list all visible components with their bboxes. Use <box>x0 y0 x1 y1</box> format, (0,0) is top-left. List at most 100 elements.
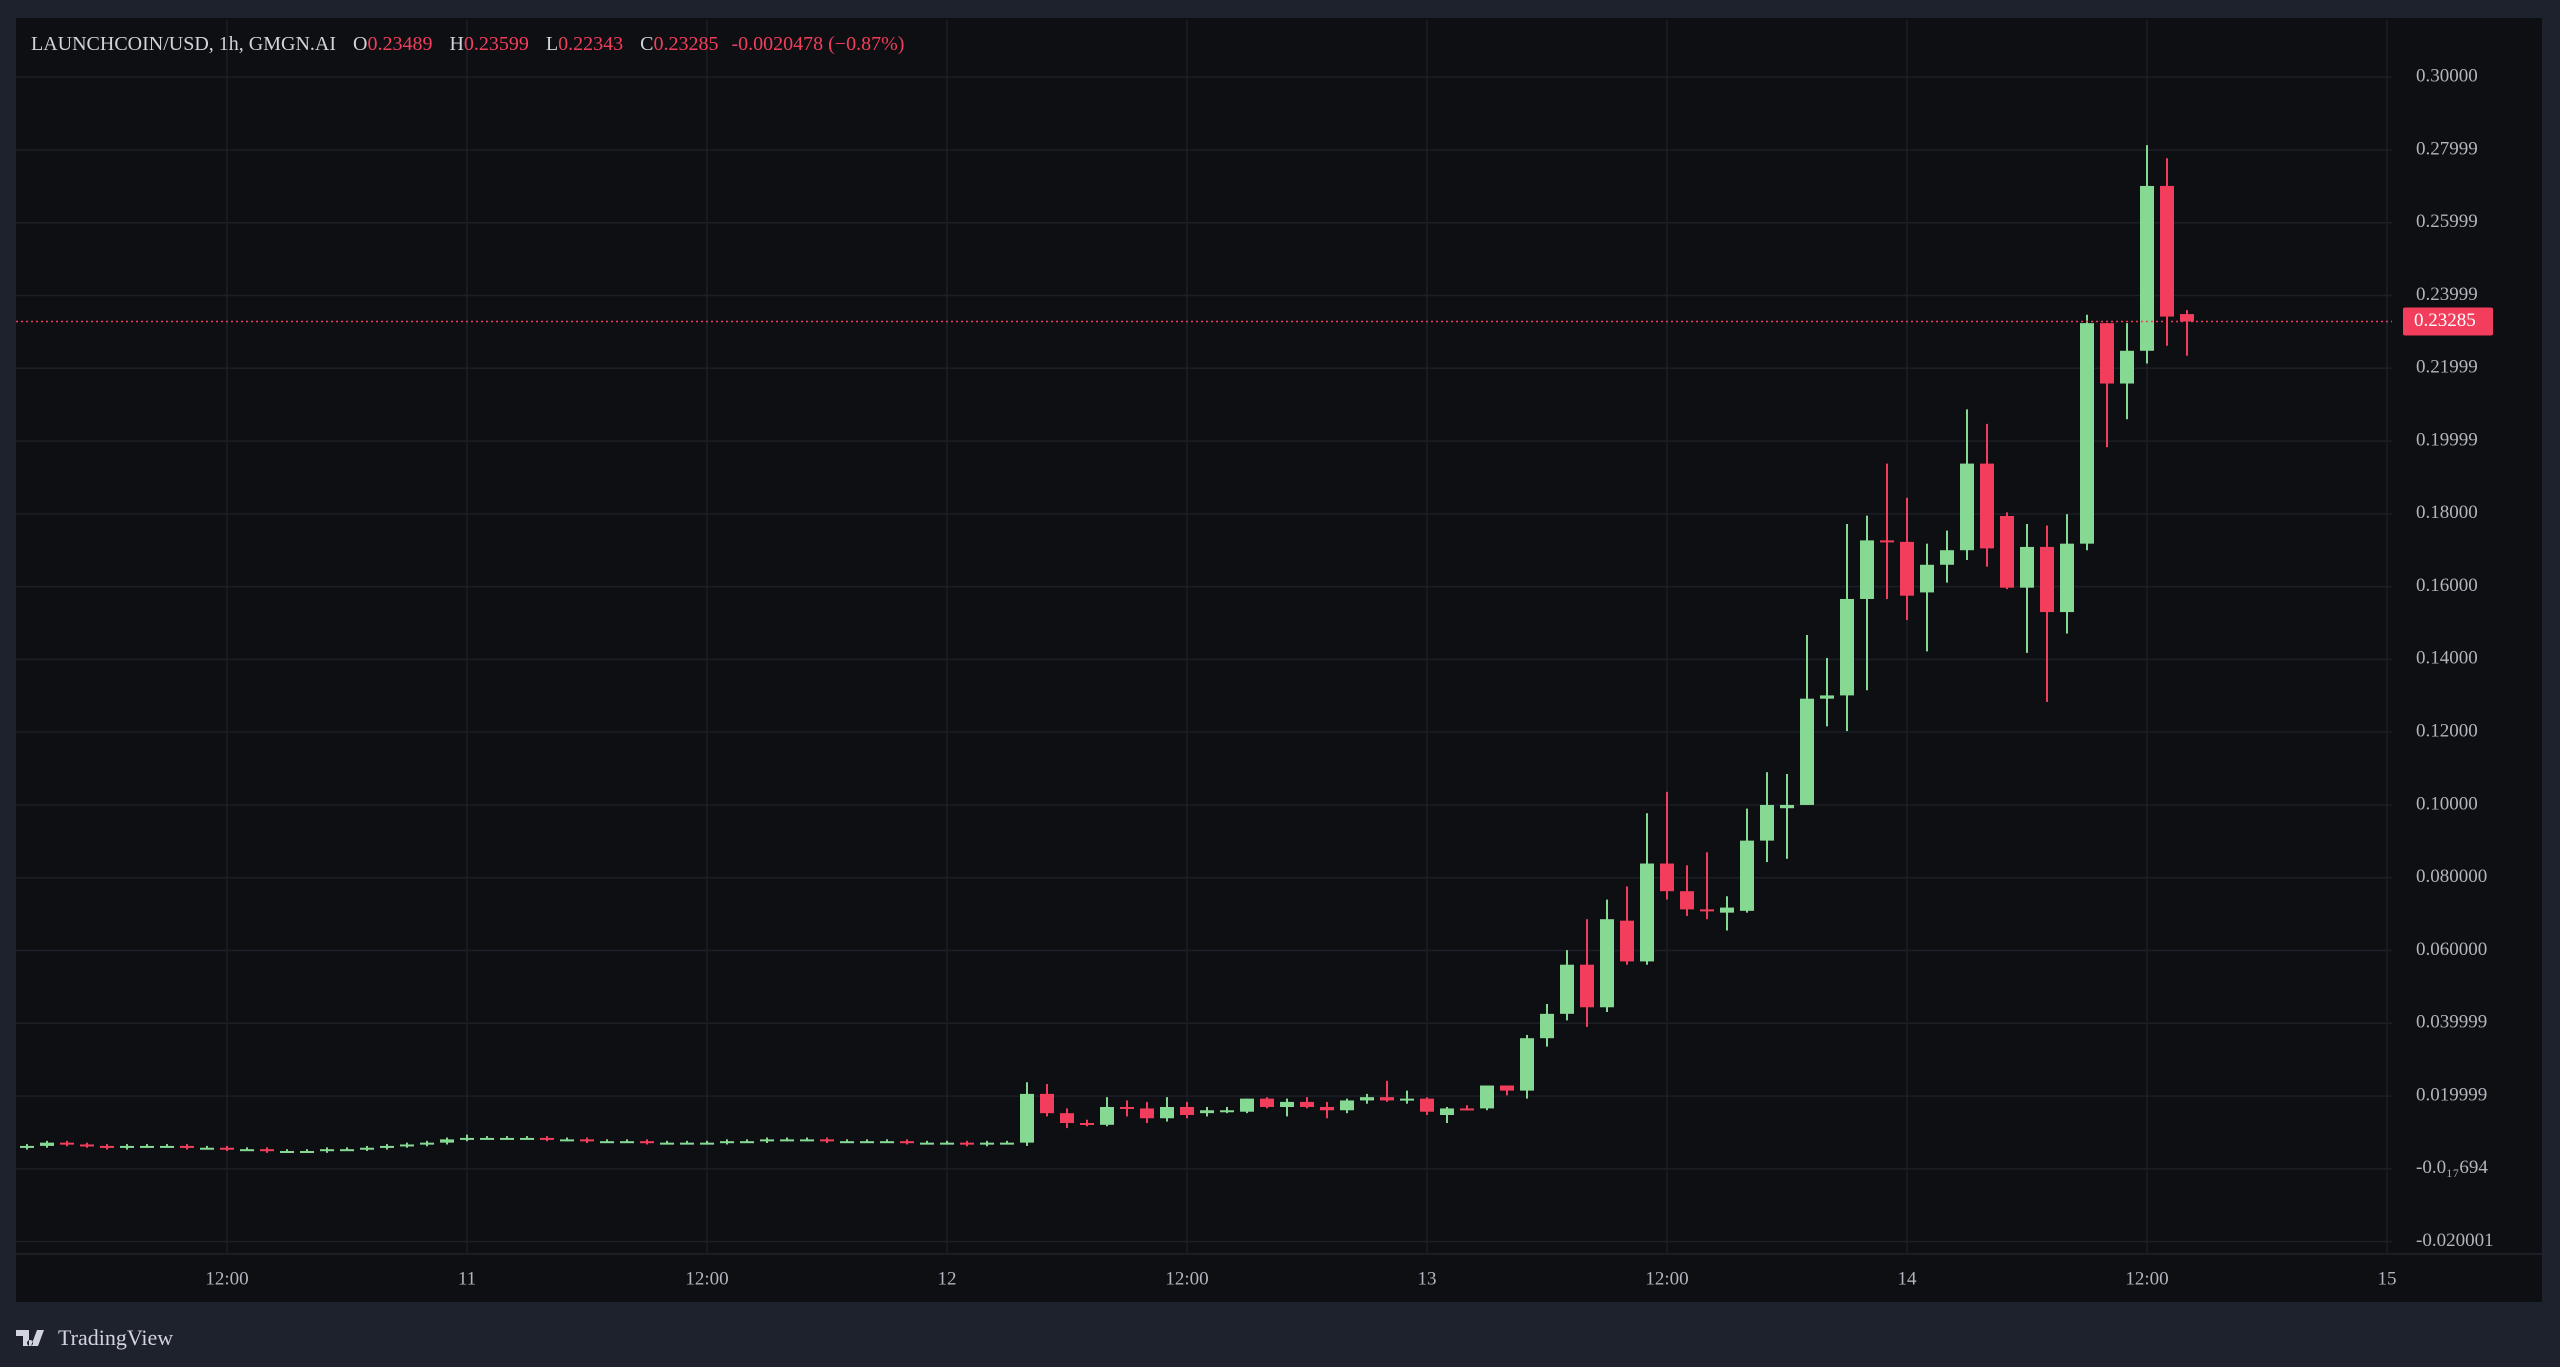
last-price-box <box>2403 307 2493 336</box>
y-tick-label: 0.18000 <box>2416 502 2478 523</box>
y-tick-label: 0.27999 <box>2416 138 2478 159</box>
candle-body <box>1700 909 1714 912</box>
candle-body <box>2180 314 2194 322</box>
candle-body <box>1440 1108 1454 1115</box>
candle-body <box>1560 964 1574 1014</box>
candle-body <box>600 1141 614 1144</box>
y-tick-label: 0.16000 <box>2416 575 2478 596</box>
candle-body <box>1120 1106 1134 1109</box>
candle-body <box>1000 1142 1014 1145</box>
candle-body <box>480 1137 494 1140</box>
y-tick-label: 0.019999 <box>2416 1084 2487 1105</box>
candle-body <box>1860 540 1874 599</box>
candle-body <box>640 1141 654 1144</box>
x-tick-label: 12:00 <box>2125 1268 2168 1289</box>
candle-body <box>360 1147 374 1150</box>
y-tick-label: 0.12000 <box>2416 721 2478 742</box>
candle-body <box>820 1139 834 1142</box>
candle-body <box>2140 185 2154 351</box>
symbol: LAUNCHCOIN/USD, 1h, GMGN.AI <box>31 33 336 55</box>
candle-body <box>1160 1106 1174 1119</box>
candle-body <box>1420 1098 1434 1112</box>
candle-body <box>1200 1110 1214 1114</box>
y-tick-label: 0.23999 <box>2416 284 2478 305</box>
candle-body <box>800 1139 814 1142</box>
candle-body <box>780 1139 794 1142</box>
candle-body <box>1620 920 1634 962</box>
candle-body <box>1600 919 1614 1008</box>
candle-body <box>340 1149 354 1152</box>
y-tick-label: 0.060000 <box>2416 939 2487 960</box>
candle-body <box>920 1142 934 1145</box>
candle-body <box>1380 1097 1394 1101</box>
candle-body <box>1940 550 1954 565</box>
candle-body <box>1400 1098 1414 1101</box>
candle-body <box>1980 463 1994 549</box>
ohlc-label: C <box>640 33 654 55</box>
candle-body <box>740 1141 754 1144</box>
candle-body <box>1260 1098 1274 1107</box>
y-tick-label: 0.10000 <box>2416 793 2478 814</box>
candle-body <box>1340 1100 1354 1111</box>
candle-body <box>120 1145 134 1148</box>
candle-body <box>860 1141 874 1144</box>
candle-body <box>680 1142 694 1145</box>
candle-body <box>1780 804 1794 809</box>
candle-body <box>900 1141 914 1144</box>
y-tick-label: -0.0₁₇694 <box>2416 1157 2488 1178</box>
legend-header: LAUNCHCOIN/USD, 1h, GMGN.AI O0.23489 H0.… <box>31 33 904 56</box>
candle-body <box>1140 1108 1154 1119</box>
candle-body <box>280 1151 294 1154</box>
candle-body <box>1880 540 1894 543</box>
candle-body <box>720 1141 734 1144</box>
candle-body <box>220 1147 234 1150</box>
brand-logo <box>16 1330 44 1346</box>
candle-body <box>620 1141 634 1144</box>
candle-body <box>1500 1085 1514 1091</box>
candle-body <box>1540 1013 1554 1039</box>
brand: TradingView <box>58 1325 174 1350</box>
candle-body <box>60 1142 74 1145</box>
candle-body <box>320 1149 334 1152</box>
candle-body <box>760 1139 774 1142</box>
y-tick-label: 0.21999 <box>2416 357 2478 378</box>
candle-body <box>40 1142 54 1146</box>
x-tick-label: 11 <box>458 1268 476 1289</box>
candle-body <box>1920 564 1934 593</box>
candle-body <box>1660 863 1674 892</box>
candle-body <box>660 1142 674 1145</box>
candle-body <box>1640 863 1654 962</box>
candle-body <box>1520 1038 1534 1091</box>
candle-body <box>240 1149 254 1152</box>
axis-labels: 0.30000 0.27999 0.25999 0.23999 0.21999 0.199… <box>205 65 2493 1289</box>
candle-body <box>520 1137 534 1140</box>
candle-body <box>440 1139 454 1143</box>
candle-body <box>1720 907 1734 913</box>
candle-body <box>300 1151 314 1154</box>
candle-body <box>20 1145 34 1148</box>
candle-body <box>1060 1113 1074 1123</box>
candle-body <box>1020 1093 1034 1143</box>
candle-body <box>880 1141 894 1144</box>
candle-body <box>380 1145 394 1148</box>
y-tick-label: 0.25999 <box>2416 211 2478 232</box>
candle-body <box>1900 541 1914 596</box>
candle-body <box>400 1144 414 1147</box>
last-price-label: 0.23285 <box>2414 310 2476 331</box>
candle-body <box>1820 695 1834 699</box>
x-tick-label: 13 <box>1418 1268 1437 1289</box>
candle-body <box>560 1139 574 1142</box>
candle-body <box>1080 1122 1094 1125</box>
ohlc-label: L <box>545 33 559 55</box>
candle-body <box>260 1149 274 1152</box>
candle-body <box>1460 1108 1474 1111</box>
candle-body <box>1580 964 1594 1008</box>
candle-body <box>540 1137 554 1140</box>
candle-body <box>960 1142 974 1145</box>
change: -0.0020478 (−0.87%) <box>731 33 905 55</box>
candle-body <box>2080 323 2094 544</box>
y-tick-label: 0.30000 <box>2416 65 2478 86</box>
candle-body <box>1180 1106 1194 1115</box>
